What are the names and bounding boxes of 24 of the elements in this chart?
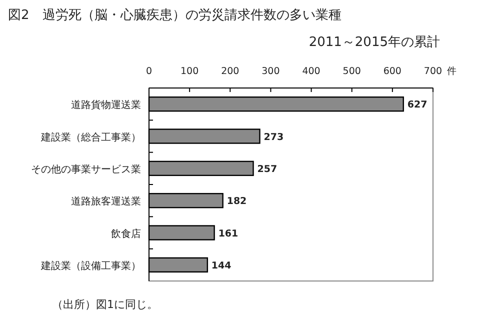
x-tick-label: 100 bbox=[180, 66, 199, 77]
y-tick-label: 飲食店 bbox=[111, 228, 141, 240]
y-tick-label: 建設業（設備工事業） bbox=[40, 260, 141, 272]
data-label: 627 bbox=[407, 100, 428, 111]
x-tick-label: 0 bbox=[146, 66, 152, 77]
x-axis-title: 件 bbox=[447, 66, 457, 77]
data-label: 182 bbox=[226, 196, 247, 208]
chart-subtitle: 2011～2015年の累計 bbox=[308, 35, 440, 50]
y-tick-label: 建設業（総合工事業） bbox=[40, 131, 141, 144]
x-tick-label: 700 bbox=[424, 66, 442, 77]
data-label: 257 bbox=[257, 164, 278, 175]
x-tick-label: 500 bbox=[342, 66, 361, 77]
x-tick-label: 600 bbox=[383, 66, 402, 77]
x-tick-label: 400 bbox=[302, 66, 320, 77]
data-label: 144 bbox=[211, 260, 232, 272]
x-tick-label: 200 bbox=[221, 66, 240, 77]
y-tick-label: 道路旅客運送業 bbox=[71, 196, 141, 208]
y-tick-label: 道路貨物運送業 bbox=[71, 99, 141, 112]
y-tick-label: その他の事業サービス業 bbox=[31, 163, 141, 176]
data-label: 273 bbox=[264, 132, 284, 143]
text: （出所）図1に同じ。 bbox=[52, 298, 158, 311]
x-tick-label: 300 bbox=[262, 66, 280, 77]
chart-title: 図2 過労死（脳・心臓疾患）の労災請求件数の多い業種 bbox=[8, 7, 342, 23]
data-label: 161 bbox=[218, 228, 238, 240]
